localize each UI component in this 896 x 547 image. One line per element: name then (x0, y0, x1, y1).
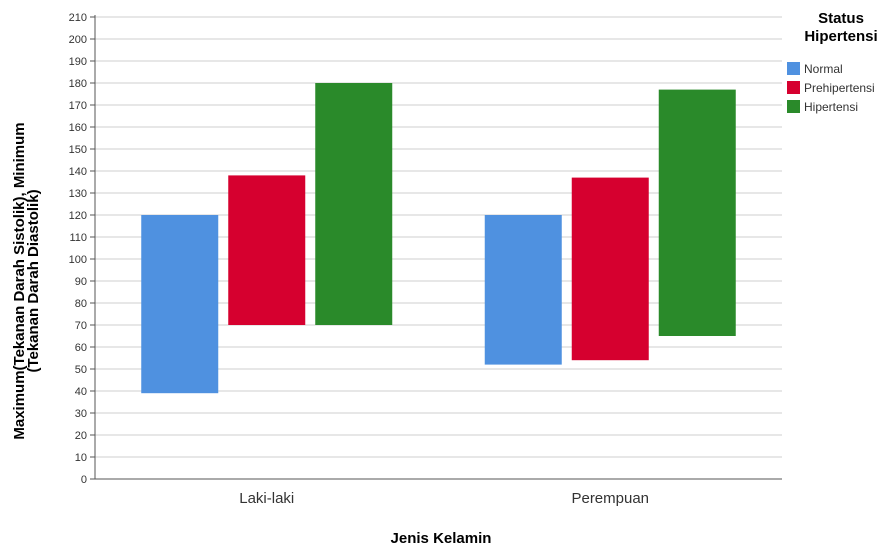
y-tick-label: 150 (69, 144, 87, 156)
y-tick-label: 40 (75, 386, 87, 398)
y-tick-label: 180 (69, 78, 87, 90)
y-tick-label: 70 (75, 320, 87, 332)
x-axis-title: Jenis Kelamin (391, 530, 492, 547)
y-tick-label: 100 (69, 254, 87, 266)
bar-normal-laki-laki (141, 215, 219, 394)
y-tick-label: 10 (75, 452, 87, 464)
y-axis-title-line1: Maximum(Tekanan Darah Sistolik), Minimum (11, 122, 28, 439)
y-tick-label: 170 (69, 100, 87, 112)
legend-label-hipertensi: Hipertensi (804, 100, 858, 114)
x-category-label: Laki-laki (239, 490, 294, 507)
axes: 0 10 20 30 40 50 60 70 80 90 100 110 120 130 140 150 160… (69, 12, 782, 507)
x-category-label: Perempuan (571, 490, 649, 507)
legend-swatch-normal (787, 62, 800, 75)
bar-prehipertensi-perempuan (571, 177, 649, 361)
y-tick-label: 60 (75, 342, 87, 354)
y-tick-label: 140 (69, 166, 87, 178)
y-tick-label: 210 (69, 12, 87, 24)
y-tick-label: 160 (69, 122, 87, 134)
y-tick-label: 80 (75, 298, 87, 310)
legend-title-line2: Hipertensi (804, 28, 877, 45)
y-tick-label: 50 (75, 364, 87, 376)
bar-hipertensi-perempuan (658, 89, 736, 336)
legend-swatch-prehipertensi (787, 81, 800, 94)
legend-label-normal: Normal (804, 62, 843, 76)
y-tick-label: 130 (69, 188, 87, 200)
bars (141, 83, 736, 394)
y-tick-label: 120 (69, 210, 87, 222)
bar-normal-perempuan (484, 215, 562, 365)
bar-hipertensi-laki-laki (315, 83, 393, 325)
y-tick-label: 20 (75, 430, 87, 442)
legend: Status Hipertensi Normal Prehipertensi Hip… (787, 10, 878, 114)
y-tick-label: 200 (69, 34, 87, 46)
bar-prehipertensi-laki-laki (228, 175, 306, 325)
legend-swatch-hipertensi (787, 100, 800, 113)
y-axis-title-line2: (Tekanan Darah Diastolik) (25, 189, 42, 372)
y-tick-label: 90 (75, 276, 87, 288)
y-tick-label: 0 (81, 474, 87, 486)
y-tick-label: 30 (75, 408, 87, 420)
legend-label-prehipertensi: Prehipertensi (804, 81, 875, 95)
legend-title-line1: Status (818, 10, 864, 27)
y-tick-label: 110 (69, 232, 87, 244)
y-tick-label: 190 (69, 56, 87, 68)
